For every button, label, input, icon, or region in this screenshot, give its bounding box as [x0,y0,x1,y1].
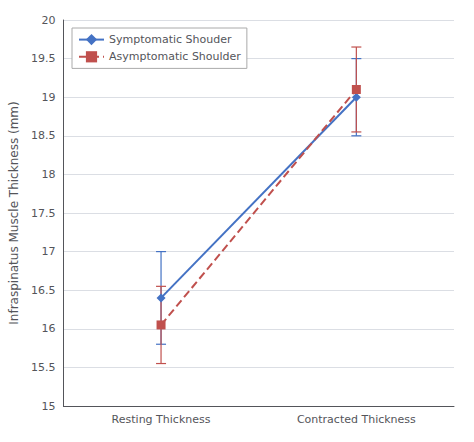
svg-text:Resting Thickness: Resting Thickness [112,413,211,426]
svg-text:20: 20 [41,14,55,27]
svg-text:Symptomatic Shouder: Symptomatic Shouder [109,33,232,46]
svg-text:Contracted Thickness: Contracted Thickness [297,413,416,426]
svg-text:19: 19 [41,91,55,104]
svg-text:18.5: 18.5 [31,129,56,142]
svg-text:Asymptomatic Shoulder: Asymptomatic Shoulder [109,50,241,63]
svg-text:15: 15 [41,400,55,413]
svg-text:16.5: 16.5 [31,284,56,297]
svg-text:Infraspinatus Muscle Thickness: Infraspinatus Muscle Thickness (mm) [7,101,21,324]
svg-text:16: 16 [41,322,55,335]
svg-text:17: 17 [41,245,55,258]
svg-text:15.5: 15.5 [31,361,56,374]
svg-text:19.5: 19.5 [31,52,56,65]
svg-text:17.5: 17.5 [31,207,56,220]
svg-text:18: 18 [41,168,55,181]
